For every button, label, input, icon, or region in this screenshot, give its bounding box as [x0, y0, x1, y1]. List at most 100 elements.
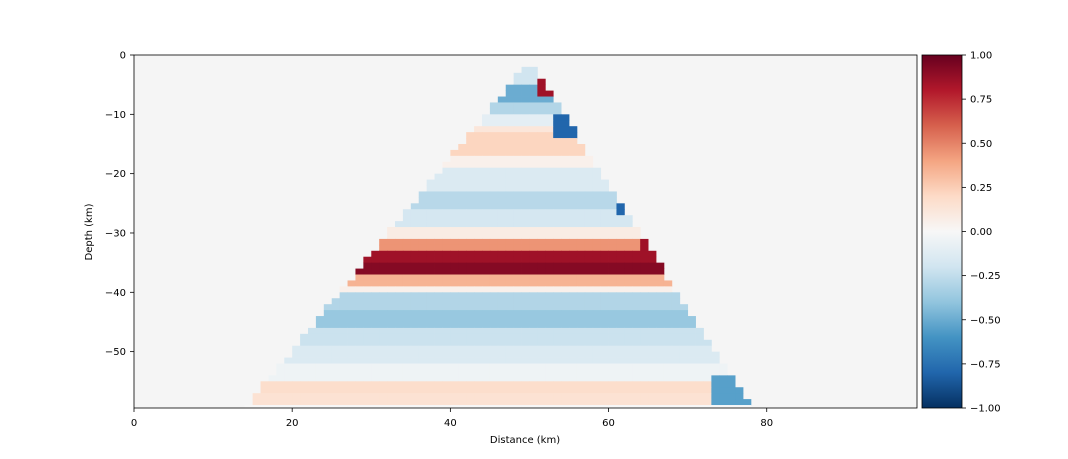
heatmap-cell [521, 375, 530, 382]
heatmap-cell [648, 310, 657, 317]
heatmap-cell [576, 292, 586, 299]
heatmap-cell [663, 381, 673, 388]
heatmap-cell [276, 363, 285, 370]
heatmap-cell [569, 238, 578, 246]
heatmap-cell [300, 339, 309, 347]
heatmap-cell [584, 221, 594, 228]
heatmap-cell [569, 149, 578, 157]
heatmap-cell [379, 268, 388, 275]
heatmap-cell [584, 381, 594, 388]
heatmap-cell [624, 393, 633, 400]
heatmap-cell [663, 375, 673, 382]
colorbar-tick-label: −0.50 [970, 315, 1001, 326]
heatmap-cell [474, 339, 483, 347]
heatmap-cell [450, 345, 459, 353]
heatmap-cell [513, 149, 522, 157]
heatmap-cell [600, 405, 609, 408]
heatmap-cell [608, 405, 617, 408]
heatmap-cell [632, 369, 641, 376]
heatmap-cell [371, 393, 380, 400]
heatmap-cell [545, 215, 554, 222]
heatmap-cell [387, 363, 396, 370]
heatmap-cell [300, 375, 309, 382]
heatmap-cell [395, 250, 404, 258]
heatmap-cell [474, 126, 483, 133]
heatmap-cell [561, 179, 570, 186]
heatmap-cell [458, 143, 467, 151]
heatmap-cell [576, 339, 586, 347]
heatmap-cell [379, 274, 388, 281]
heatmap-cell [363, 256, 372, 264]
heatmap-cell [410, 345, 420, 353]
heatmap-cell [624, 316, 633, 323]
heatmap-cell [482, 114, 491, 121]
heatmap-cell [497, 363, 507, 370]
heatmap-cell [545, 108, 554, 115]
heatmap-cell [505, 387, 515, 394]
heatmap-cell [300, 357, 309, 364]
heatmap-cell [434, 339, 443, 347]
heatmap-cell [292, 399, 301, 406]
heatmap-cell [545, 345, 554, 353]
heatmap-cell [489, 387, 499, 394]
heatmap-cell [529, 179, 538, 186]
heatmap-cell [442, 203, 451, 210]
heatmap-cell [442, 274, 451, 281]
heatmap-cell [608, 280, 617, 287]
heatmap-cell [521, 72, 530, 80]
heatmap-cell [529, 310, 538, 317]
heatmap-cell [474, 298, 483, 305]
heatmap-cell [632, 274, 641, 281]
heatmap-cell [600, 185, 609, 192]
heatmap-cell [482, 256, 491, 264]
heatmap-cell [489, 310, 499, 317]
heatmap-cell [545, 221, 554, 228]
heatmap-cell [632, 310, 641, 317]
heatmap-cell [458, 363, 467, 370]
heatmap-cell [308, 393, 317, 400]
heatmap-cell [545, 286, 554, 293]
heatmap-cell [521, 250, 530, 258]
heatmap-cell [379, 351, 388, 358]
heatmap-cell [458, 179, 467, 186]
heatmap-cell [513, 405, 522, 408]
heatmap-cell [640, 363, 649, 370]
heatmap-cell [671, 310, 681, 317]
heatmap-cell [466, 393, 475, 400]
heatmap-cell [466, 232, 475, 240]
heatmap-cell [529, 387, 538, 394]
heatmap-cell [489, 227, 499, 234]
heatmap-cell [442, 232, 451, 240]
heatmap-cell [458, 316, 467, 323]
heatmap-cell [260, 399, 269, 406]
heatmap-cell [545, 256, 554, 264]
heatmap-cell [466, 351, 475, 358]
heatmap-cell [402, 357, 412, 364]
heatmap-cell [663, 298, 673, 305]
heatmap-cell [545, 143, 554, 151]
heatmap-cell [576, 345, 586, 353]
heatmap-cell [521, 244, 530, 252]
heatmap-cell [355, 387, 364, 394]
heatmap-cell [458, 262, 467, 269]
heatmap-cell [576, 327, 586, 335]
heatmap-cell [458, 399, 467, 406]
heatmap-cell [576, 357, 586, 364]
heatmap-cell [474, 185, 483, 192]
heatmap-cell [561, 321, 570, 329]
heatmap-cell [497, 197, 507, 204]
heatmap-cell [608, 232, 617, 240]
heatmap-cell [529, 155, 538, 163]
heatmap-cell [521, 84, 530, 91]
heatmap-cell [553, 262, 562, 269]
heatmap-cell [592, 167, 602, 175]
heatmap-cell [458, 286, 467, 293]
heatmap-cell [315, 351, 325, 358]
heatmap-cell [640, 387, 649, 394]
heatmap-cell [600, 256, 609, 264]
heatmap-cell [561, 345, 570, 353]
heatmap-cell [569, 262, 578, 269]
heatmap-cell [727, 393, 736, 400]
heatmap-cell [331, 369, 341, 376]
heatmap-cell [648, 351, 657, 358]
